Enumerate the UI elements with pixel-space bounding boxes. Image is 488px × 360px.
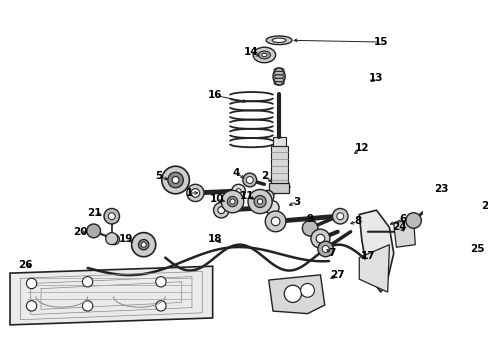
Text: 4: 4 <box>232 168 239 178</box>
Text: 14: 14 <box>244 48 258 57</box>
Circle shape <box>217 207 224 213</box>
Circle shape <box>317 241 333 257</box>
Polygon shape <box>10 266 212 325</box>
Ellipse shape <box>272 68 285 85</box>
Circle shape <box>271 217 279 226</box>
Circle shape <box>221 190 243 213</box>
Circle shape <box>405 213 421 228</box>
Circle shape <box>172 176 179 184</box>
Circle shape <box>141 242 146 247</box>
Ellipse shape <box>253 47 275 63</box>
Circle shape <box>254 195 265 208</box>
Circle shape <box>138 239 148 250</box>
Circle shape <box>322 246 328 252</box>
Text: 27: 27 <box>330 270 345 280</box>
Circle shape <box>26 278 37 289</box>
Circle shape <box>243 173 256 187</box>
Text: 21: 21 <box>87 208 102 218</box>
Circle shape <box>82 276 93 287</box>
Polygon shape <box>268 183 289 193</box>
Circle shape <box>231 184 245 198</box>
Circle shape <box>108 213 115 220</box>
Circle shape <box>300 283 314 297</box>
Polygon shape <box>359 245 388 292</box>
Circle shape <box>284 285 301 302</box>
Text: 11: 11 <box>240 190 254 201</box>
Circle shape <box>104 208 119 224</box>
Circle shape <box>332 208 347 224</box>
Text: 18: 18 <box>207 234 222 244</box>
Text: 19: 19 <box>119 234 133 244</box>
Polygon shape <box>271 145 287 184</box>
Circle shape <box>82 301 93 311</box>
Circle shape <box>167 172 183 188</box>
Text: 6: 6 <box>399 214 406 224</box>
Circle shape <box>247 189 272 213</box>
Text: 2: 2 <box>260 171 267 181</box>
Circle shape <box>155 301 166 311</box>
Polygon shape <box>393 219 414 247</box>
Text: 26: 26 <box>18 260 33 270</box>
Text: 7: 7 <box>327 248 335 258</box>
Circle shape <box>235 189 241 194</box>
Circle shape <box>86 224 101 238</box>
Circle shape <box>336 213 343 220</box>
Circle shape <box>264 201 279 215</box>
Circle shape <box>131 233 155 257</box>
Circle shape <box>310 229 329 248</box>
Text: 20: 20 <box>73 227 88 237</box>
Polygon shape <box>449 204 485 256</box>
Ellipse shape <box>261 53 266 57</box>
Circle shape <box>402 236 407 241</box>
Text: 9: 9 <box>306 214 313 224</box>
Circle shape <box>436 189 448 202</box>
Text: 22: 22 <box>480 201 488 211</box>
Circle shape <box>315 234 324 243</box>
Circle shape <box>264 211 285 232</box>
Text: 8: 8 <box>353 216 361 226</box>
Circle shape <box>456 219 476 239</box>
Text: 17: 17 <box>360 251 374 261</box>
Polygon shape <box>359 210 393 292</box>
Ellipse shape <box>258 51 270 59</box>
Polygon shape <box>272 137 285 184</box>
Text: 3: 3 <box>293 197 300 207</box>
Circle shape <box>229 199 235 204</box>
Text: 24: 24 <box>392 222 407 233</box>
Circle shape <box>257 199 262 204</box>
Circle shape <box>302 221 317 236</box>
Text: 5: 5 <box>154 171 162 181</box>
Ellipse shape <box>265 36 291 45</box>
Text: 13: 13 <box>368 73 383 83</box>
Circle shape <box>162 166 189 194</box>
Circle shape <box>186 184 203 202</box>
Circle shape <box>213 202 228 218</box>
Circle shape <box>398 233 410 245</box>
Text: 16: 16 <box>207 90 222 100</box>
Text: 25: 25 <box>469 244 484 254</box>
Circle shape <box>227 197 237 207</box>
Ellipse shape <box>272 38 285 42</box>
Circle shape <box>246 176 253 184</box>
Text: 1: 1 <box>185 188 193 198</box>
Text: 12: 12 <box>354 143 368 153</box>
Text: 23: 23 <box>433 184 447 194</box>
Circle shape <box>191 189 199 197</box>
Text: 10: 10 <box>209 194 224 204</box>
Circle shape <box>105 233 118 245</box>
Text: 15: 15 <box>373 37 387 47</box>
Circle shape <box>261 190 273 202</box>
Polygon shape <box>268 275 324 314</box>
Circle shape <box>26 301 37 311</box>
Circle shape <box>109 234 119 245</box>
Circle shape <box>155 276 166 287</box>
